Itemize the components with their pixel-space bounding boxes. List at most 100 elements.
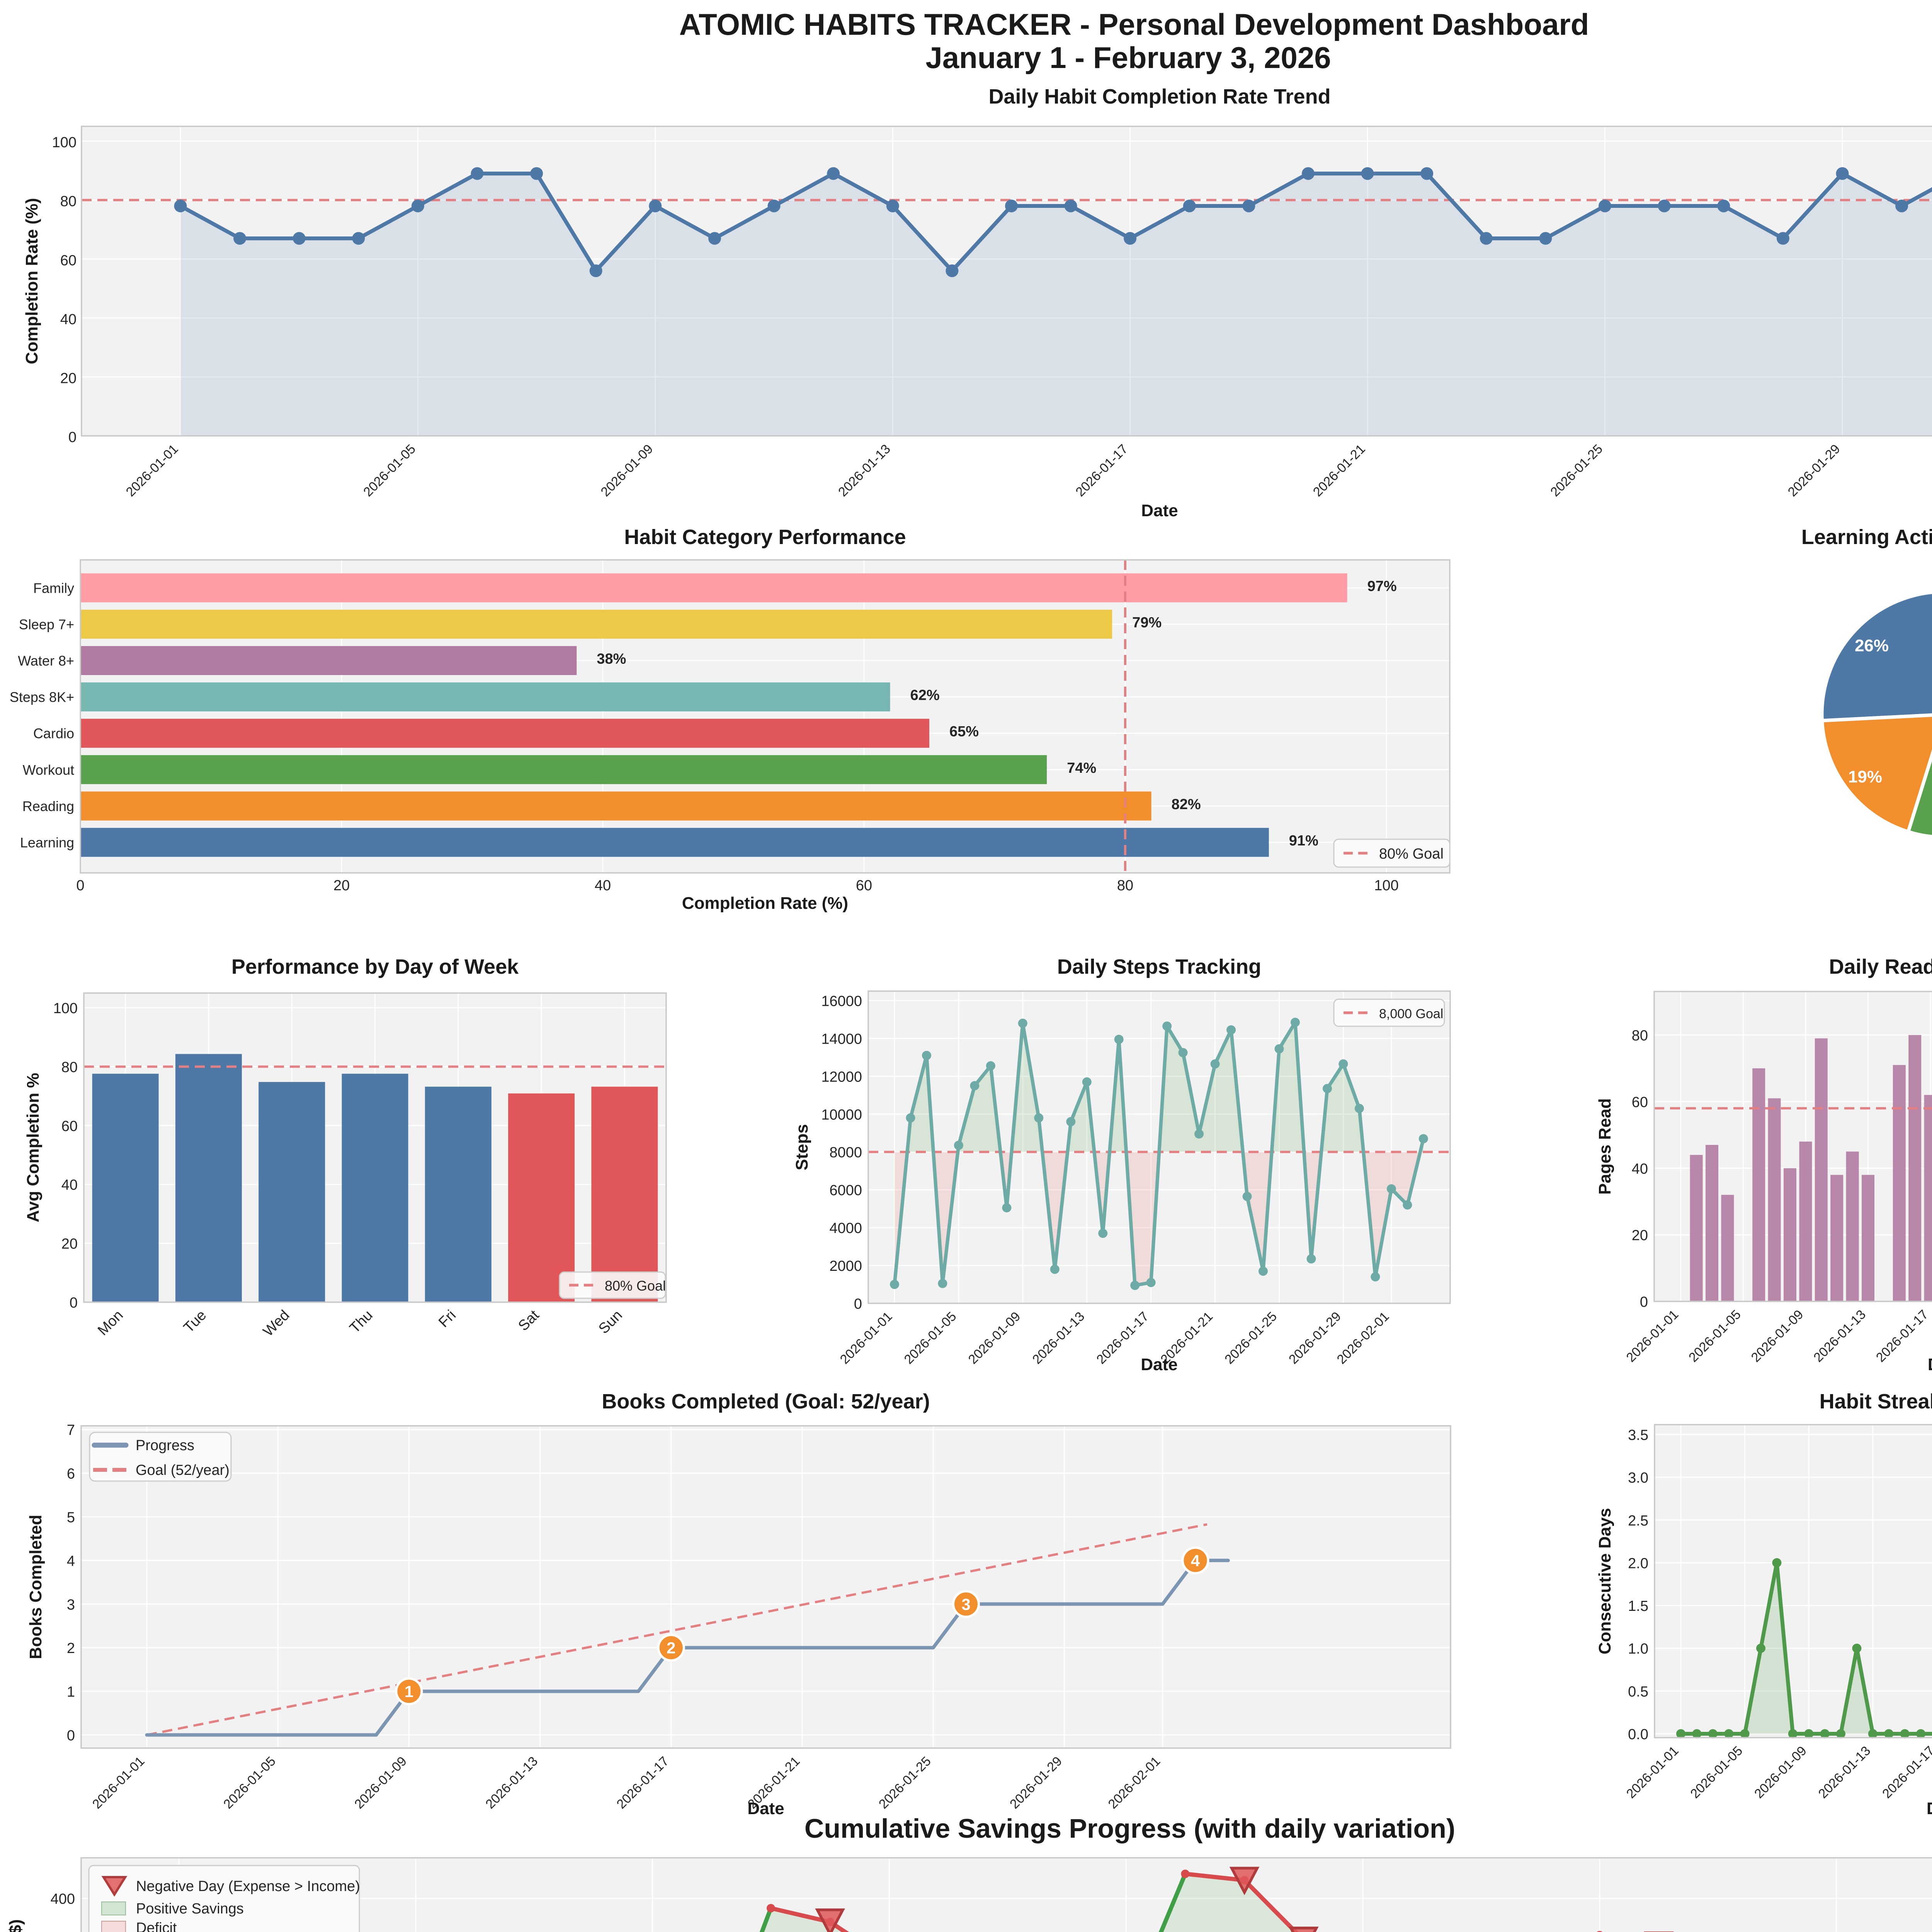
- svg-text:3: 3: [961, 1595, 970, 1613]
- svg-text:Completion Rate (%): Completion Rate (%): [22, 198, 41, 364]
- svg-text:Family: Family: [33, 580, 74, 596]
- svg-text:20: 20: [1632, 1228, 1648, 1244]
- svg-text:1: 1: [67, 1684, 75, 1700]
- svg-text:6: 6: [67, 1466, 75, 1482]
- svg-text:40: 40: [60, 311, 77, 328]
- svg-text:80% Goal: 80% Goal: [1379, 846, 1444, 862]
- svg-text:Date: Date: [1927, 1799, 1932, 1818]
- svg-text:Books Completed: Books Completed: [26, 1515, 45, 1659]
- svg-text:Sleep 7+: Sleep 7+: [19, 616, 74, 632]
- svg-text:97%: 97%: [1367, 578, 1397, 594]
- svg-text:0: 0: [70, 1295, 78, 1311]
- svg-text:100: 100: [1374, 878, 1398, 894]
- svg-text:0: 0: [67, 1728, 75, 1744]
- svg-text:1: 1: [405, 1682, 413, 1701]
- svg-text:2.5: 2.5: [1628, 1513, 1648, 1529]
- svg-text:Water 8+: Water 8+: [18, 653, 74, 669]
- svg-text:40: 40: [595, 878, 611, 894]
- svg-text:80: 80: [61, 1060, 78, 1076]
- svg-text:Cardio: Cardio: [33, 726, 74, 742]
- svg-text:79%: 79%: [1132, 614, 1162, 631]
- svg-text:2.0: 2.0: [1628, 1555, 1648, 1571]
- svg-text:Avg Completion %: Avg Completion %: [24, 1073, 43, 1222]
- svg-text:8000: 8000: [829, 1145, 862, 1161]
- svg-text:Reading: Reading: [22, 798, 74, 814]
- svg-text:Date: Date: [1141, 501, 1178, 520]
- svg-text:Learning: Learning: [20, 835, 74, 850]
- svg-text:80: 80: [1117, 878, 1133, 894]
- svg-text:Deficit: Deficit: [136, 1920, 177, 1932]
- svg-text:Negative Day (Expense > Income: Negative Day (Expense > Income): [136, 1878, 360, 1895]
- svg-text:Performance by Day of Week: Performance by Day of Week: [231, 955, 519, 978]
- svg-text:62%: 62%: [910, 687, 940, 704]
- svg-text:7: 7: [67, 1422, 75, 1439]
- svg-text:60: 60: [61, 1118, 78, 1134]
- svg-text:1.0: 1.0: [1628, 1641, 1648, 1657]
- svg-text:16000: 16000: [821, 993, 862, 1010]
- svg-text:January 1 - February 3, 2026: January 1 - February 3, 2026: [925, 41, 1331, 75]
- svg-text:74%: 74%: [1067, 760, 1096, 776]
- svg-text:0.5: 0.5: [1628, 1684, 1648, 1700]
- svg-text:100: 100: [52, 134, 77, 151]
- svg-text:Books Completed (Goal: 52/year: Books Completed (Goal: 52/year): [602, 1390, 930, 1413]
- svg-text:2000: 2000: [829, 1258, 862, 1274]
- svg-text:Learning Activity Breakdown: Learning Activity Breakdown: [1801, 526, 1932, 549]
- svg-text:3.0: 3.0: [1628, 1470, 1648, 1486]
- svg-text:Daily Reading Progress: Daily Reading Progress: [1829, 955, 1932, 978]
- svg-text:38%: 38%: [597, 651, 626, 667]
- svg-text:5: 5: [67, 1510, 75, 1526]
- svg-text:Daily Habit Completion Rate Tr: Daily Habit Completion Rate Trend: [988, 85, 1330, 108]
- svg-text:4000: 4000: [829, 1220, 862, 1236]
- svg-text:Date: Date: [747, 1799, 784, 1818]
- svg-text:Completion Rate (%): Completion Rate (%): [682, 894, 848, 913]
- svg-text:12000: 12000: [821, 1069, 862, 1085]
- svg-text:65%: 65%: [949, 724, 979, 740]
- svg-text:2: 2: [667, 1639, 675, 1657]
- svg-text:80% Goal: 80% Goal: [605, 1278, 666, 1294]
- svg-text:3: 3: [67, 1597, 75, 1613]
- svg-text:80: 80: [1632, 1028, 1648, 1044]
- svg-text:20: 20: [333, 878, 350, 894]
- svg-text:0: 0: [68, 429, 77, 446]
- svg-text:60: 60: [856, 878, 872, 894]
- svg-text:400: 400: [51, 1891, 75, 1907]
- svg-text:Progress: Progress: [136, 1437, 194, 1454]
- svg-text:Daily Steps Tracking: Daily Steps Tracking: [1057, 955, 1261, 978]
- svg-text:Date: Date: [1141, 1355, 1177, 1374]
- svg-text:Workout: Workout: [23, 762, 74, 778]
- svg-text:Pages Read: Pages Read: [1595, 1098, 1614, 1194]
- svg-text:Habit Streak (80%+ Days): Habit Streak (80%+ Days): [1820, 1390, 1932, 1413]
- svg-text:Consecutive Days: Consecutive Days: [1595, 1508, 1614, 1654]
- svg-text:Positive Savings: Positive Savings: [136, 1901, 244, 1917]
- svg-text:0: 0: [76, 878, 84, 894]
- svg-text:100: 100: [53, 1000, 78, 1017]
- svg-text:0: 0: [1640, 1294, 1648, 1310]
- svg-text:10000: 10000: [821, 1107, 862, 1123]
- svg-text:40: 40: [61, 1177, 78, 1193]
- svg-text:82%: 82%: [1172, 796, 1201, 813]
- svg-text:Habit Category Performance: Habit Category Performance: [624, 526, 906, 549]
- svg-text:ATOMIC HABITS TRACKER - Person: ATOMIC HABITS TRACKER - Personal Develop…: [679, 7, 1589, 41]
- svg-text:14000: 14000: [821, 1031, 862, 1047]
- svg-text:Goal (52/year): Goal (52/year): [136, 1462, 230, 1478]
- svg-text:1.5: 1.5: [1628, 1598, 1648, 1614]
- svg-text:6000: 6000: [829, 1182, 862, 1199]
- svg-text:0: 0: [854, 1296, 862, 1312]
- svg-text:20: 20: [60, 370, 77, 386]
- svg-text:4: 4: [1191, 1551, 1200, 1570]
- svg-text:Cumulative Savings Progress (w: Cumulative Savings Progress (with daily …: [804, 1813, 1455, 1844]
- svg-text:91%: 91%: [1289, 833, 1318, 849]
- svg-text:Steps: Steps: [793, 1124, 811, 1170]
- svg-text:0.0: 0.0: [1628, 1726, 1648, 1743]
- svg-text:80: 80: [60, 194, 77, 210]
- svg-text:3.5: 3.5: [1628, 1427, 1648, 1443]
- svg-text:60: 60: [1632, 1094, 1648, 1111]
- svg-text:Steps 8K+: Steps 8K+: [10, 689, 74, 705]
- svg-text:Date: Date: [1928, 1355, 1932, 1374]
- svg-text:19%: 19%: [1848, 767, 1882, 786]
- svg-text:4: 4: [67, 1553, 75, 1569]
- svg-text:26%: 26%: [1855, 636, 1889, 655]
- svg-text:8,000 Goal: 8,000 Goal: [1379, 1007, 1443, 1021]
- svg-text:Cumulative Savings ($): Cumulative Savings ($): [6, 1919, 25, 1932]
- svg-text:40: 40: [1632, 1161, 1648, 1177]
